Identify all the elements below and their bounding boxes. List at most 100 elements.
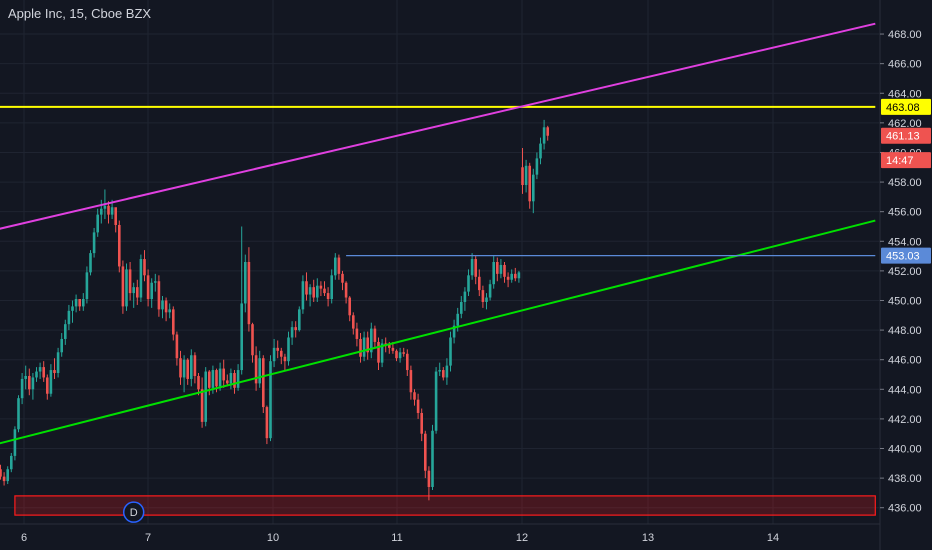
candle-body — [96, 214, 99, 233]
candle-body — [337, 257, 341, 274]
grid — [0, 0, 880, 524]
candle-body — [380, 343, 384, 363]
candle-body — [546, 127, 549, 136]
candle-body — [20, 378, 24, 399]
candle-body — [35, 371, 38, 378]
candle-body — [377, 341, 380, 363]
candle-body — [247, 262, 251, 325]
candle-body — [125, 269, 128, 307]
candle-body — [190, 355, 193, 379]
price-label-text: 463.08 — [886, 102, 920, 114]
candle-body — [298, 309, 301, 331]
candle-body — [114, 207, 117, 225]
candle-body — [398, 352, 402, 359]
candle-body — [110, 207, 114, 215]
candle-body — [524, 165, 528, 186]
demand-zone[interactable] — [14, 495, 876, 516]
candle-body — [42, 367, 45, 378]
candle-body — [420, 412, 423, 434]
price-label: 463.08 — [881, 98, 931, 115]
candle-body — [161, 300, 164, 310]
candle-body — [521, 167, 524, 186]
candle-body — [456, 313, 459, 326]
candle-body — [308, 287, 312, 295]
candle-body — [53, 370, 56, 374]
candle-body — [503, 264, 506, 277]
chart-title: Apple Inc, 15, Cboe BZX — [8, 6, 152, 21]
x-tick-label: 10 — [267, 532, 279, 544]
candle-body — [103, 205, 107, 209]
y-tick-label: 452.00 — [888, 266, 922, 278]
candle-body — [287, 337, 290, 362]
candle-body — [85, 272, 89, 300]
candle-body — [528, 165, 531, 202]
candle-body — [128, 269, 132, 294]
candle-body — [175, 334, 179, 359]
x-tick-label: 14 — [767, 532, 779, 544]
candle-body — [355, 328, 359, 339]
candle-body — [463, 291, 467, 302]
upper-trendline[interactable] — [0, 22, 876, 230]
candle-body — [294, 327, 297, 331]
candle-body — [442, 370, 445, 378]
candle-body — [244, 262, 247, 304]
candle-body — [506, 276, 510, 280]
price-label-text: 453.03 — [886, 251, 920, 263]
candle-body — [143, 259, 146, 276]
candle-body — [251, 324, 254, 356]
y-tick-label: 448.00 — [888, 325, 922, 337]
lower-trendline[interactable] — [0, 219, 876, 445]
candle-body — [510, 273, 513, 280]
candle-body — [470, 259, 474, 276]
candle-body — [359, 338, 362, 357]
candle-body — [532, 174, 535, 202]
candle-body — [434, 371, 438, 431]
x-tick-label: 12 — [516, 532, 528, 544]
candle-body — [150, 282, 153, 300]
candle-body — [2, 476, 6, 482]
y-tick-label: 446.00 — [888, 355, 922, 367]
candle-body — [409, 370, 413, 393]
candle-body — [481, 290, 485, 302]
candle-body — [283, 356, 287, 362]
y-tick-label: 440.00 — [888, 444, 922, 456]
x-tick-label: 7 — [145, 532, 151, 544]
candle-body — [157, 281, 161, 310]
candle-body — [341, 273, 344, 283]
y-tick-label: 450.00 — [888, 295, 922, 307]
candle-body — [38, 367, 42, 372]
candle-body — [316, 285, 319, 298]
candle-body — [402, 352, 405, 354]
candle-body — [262, 358, 265, 408]
candle-body — [258, 358, 261, 384]
candle-body — [269, 361, 272, 439]
candle-body — [31, 377, 35, 390]
candle-body — [370, 328, 373, 353]
candle-body — [107, 205, 110, 215]
candle-body — [222, 368, 225, 381]
candle-body — [118, 224, 121, 267]
candle-body — [24, 375, 27, 379]
candle-body — [197, 375, 200, 390]
candle-body — [168, 309, 171, 313]
y-tick-label: 436.00 — [888, 503, 922, 515]
candle-body — [301, 281, 305, 310]
y-tick-label: 438.00 — [888, 473, 922, 485]
candle-body — [280, 350, 283, 357]
price-label-box — [881, 152, 931, 169]
x-tick-label: 11 — [391, 532, 402, 544]
candle-body — [542, 127, 546, 144]
candle-body — [13, 429, 17, 456]
candle-body — [514, 273, 517, 279]
candle-body — [215, 370, 218, 387]
dividend-marker[interactable] — [122, 501, 145, 523]
candle-body — [28, 375, 31, 390]
candle-body — [74, 299, 78, 307]
price-label: 461.13 — [881, 127, 931, 144]
candle-body — [488, 284, 492, 298]
candle-body — [344, 282, 348, 298]
x-tick-label: 6 — [21, 532, 27, 544]
candle-body — [478, 276, 481, 291]
candle-body — [272, 347, 276, 362]
